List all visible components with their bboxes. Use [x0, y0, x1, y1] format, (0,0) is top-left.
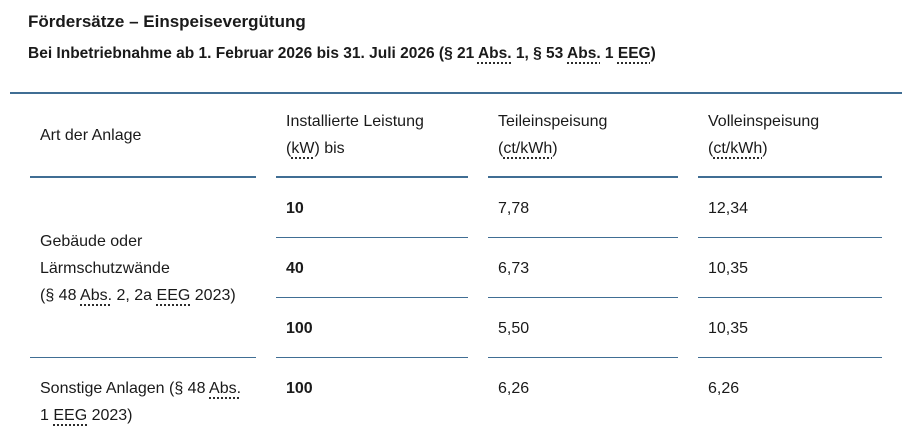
- text-segment: 2, 2a: [112, 287, 157, 304]
- abbreviation[interactable]: Abs.: [209, 380, 242, 397]
- category-cell-gebaeude-laermschutzwaende: Gebäude oder Lärmschutzwände (§ 48 Abs. 2,…: [30, 178, 256, 358]
- page-subtitle: Bei Inbetriebnahme ab 1. Februar 2026 bi…: [28, 41, 882, 67]
- page: { "colors": { "accent": "#406e94", "text…: [0, 9, 912, 432]
- kw-limit-cell: 100: [286, 380, 313, 397]
- text-segment: 2023): [87, 407, 133, 424]
- text-segment: (: [708, 140, 714, 157]
- abbreviation[interactable]: ct/kWh: [503, 140, 553, 157]
- teileinspeisung-value-cell: 5,50: [488, 298, 678, 358]
- header-row: Art der Anlage Installierte Leistung (kW)…: [30, 94, 882, 178]
- col-header-art-der-anlage: Art der Anlage: [30, 94, 256, 178]
- text-segment: (: [286, 140, 292, 157]
- volleinspeisung-value-cell: 10,35: [698, 298, 882, 358]
- text-segment: 2023): [190, 287, 236, 304]
- volleinspeisung-value-cell: 6,26: [708, 380, 740, 397]
- table-body: Gebäude oder Lärmschutzwände (§ 48 Abs. 2,…: [30, 178, 882, 432]
- page-header: Fördersätze – Einspeisevergütung Bei Inb…: [28, 9, 882, 67]
- kw-limit-cell: 10: [276, 178, 468, 238]
- col-header-volleinspeisung: Volleinspeisung (ct/kWh): [698, 94, 882, 178]
- teileinspeisung-value-cell: 6,26: [498, 380, 530, 397]
- text-segment: ): [650, 45, 656, 62]
- abbreviation[interactable]: kW: [291, 140, 315, 157]
- text-segment: (: [498, 140, 504, 157]
- text-segment: Bei Inbetriebnahme ab 1. Februar 2026 bi…: [28, 45, 478, 62]
- abbreviation[interactable]: Abs.: [477, 45, 512, 62]
- table-head: Art der Anlage Installierte Leistung (kW)…: [30, 94, 882, 178]
- kw-limit-cell: 100: [276, 298, 468, 358]
- abbreviation[interactable]: Abs.: [80, 287, 113, 304]
- text-segment: ): [762, 140, 768, 157]
- abbreviation[interactable]: Abs.: [567, 45, 601, 62]
- teileinspeisung-value-cell: 7,78: [488, 178, 678, 238]
- text-segment: (§ 48: [40, 287, 81, 304]
- text-segment: Sonstige Anlagen (§ 48: [40, 380, 210, 397]
- text-segment: Volleinspeisung: [708, 113, 820, 130]
- page-title: Fördersätze – Einspeisevergütung: [28, 12, 306, 31]
- abbreviation[interactable]: ct/kWh: [713, 140, 763, 157]
- abbreviation[interactable]: EEG: [53, 407, 88, 424]
- table-row: 40 6,73 10,35: [30, 238, 882, 298]
- volleinspeisung-value-cell: 12,34: [698, 178, 882, 238]
- teileinspeisung-value-cell: 6,73: [488, 238, 678, 298]
- text-segment: Art der Anlage: [40, 126, 142, 144]
- text-segment: 1: [40, 407, 54, 424]
- text-segment: Teileinspeisung: [498, 113, 608, 130]
- text-segment: 1, § 53: [511, 45, 568, 62]
- col-header-teileinspeisung: Teileinspeisung (ct/kWh): [488, 94, 678, 178]
- abbreviation[interactable]: EEG: [617, 45, 651, 62]
- tariff-table: Art der Anlage Installierte Leistung (kW)…: [10, 94, 902, 432]
- volleinspeisung-value-cell: 10,35: [698, 238, 882, 298]
- table-row: 100 5,50 10,35: [30, 298, 882, 358]
- table-row: Gebäude oder Lärmschutzwände (§ 48 Abs. 2,…: [30, 178, 882, 358]
- kw-limit-cell: 40: [276, 238, 468, 298]
- text-segment: Gebäude oder: [40, 233, 143, 250]
- text-segment: Lärmschutzwände: [40, 260, 170, 277]
- text-segment: Installierte Leistung: [286, 113, 424, 130]
- col-header-installierte-leistung: Installierte Leistung (kW) bis: [276, 94, 468, 178]
- abbreviation[interactable]: EEG: [156, 287, 191, 304]
- tariff-table-container: Art der Anlage Installierte Leistung (kW)…: [10, 92, 902, 432]
- table-row: Sonstige Anlagen (§ 48 Abs. 1 EEG 2023) 1…: [30, 358, 882, 432]
- text-segment: ) bis: [314, 140, 345, 157]
- category-cell-sonstige-anlagen: Sonstige Anlagen (§ 48 Abs. 1 EEG 2023): [30, 358, 256, 432]
- text-segment: ): [552, 140, 558, 157]
- text-segment: 1: [600, 45, 618, 62]
